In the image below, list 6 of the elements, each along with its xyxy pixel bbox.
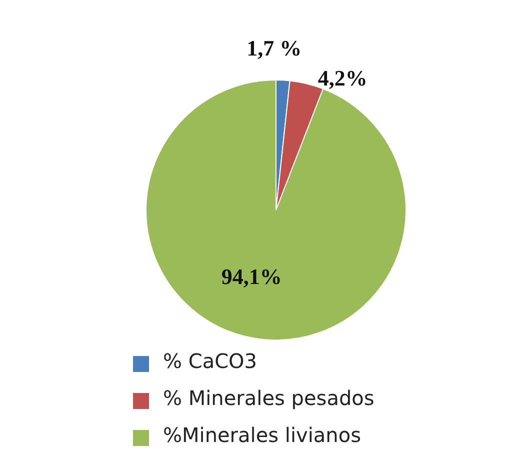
legend-label: % Minerales pesados bbox=[163, 386, 374, 410]
legend-label: % CaCO3 bbox=[163, 349, 258, 373]
data-label: 4,2% bbox=[318, 66, 368, 91]
legend-label: %Minerales livianos bbox=[163, 423, 362, 447]
data-label: 94,1% bbox=[221, 264, 282, 290]
data-label: 1,7 % bbox=[246, 36, 302, 61]
